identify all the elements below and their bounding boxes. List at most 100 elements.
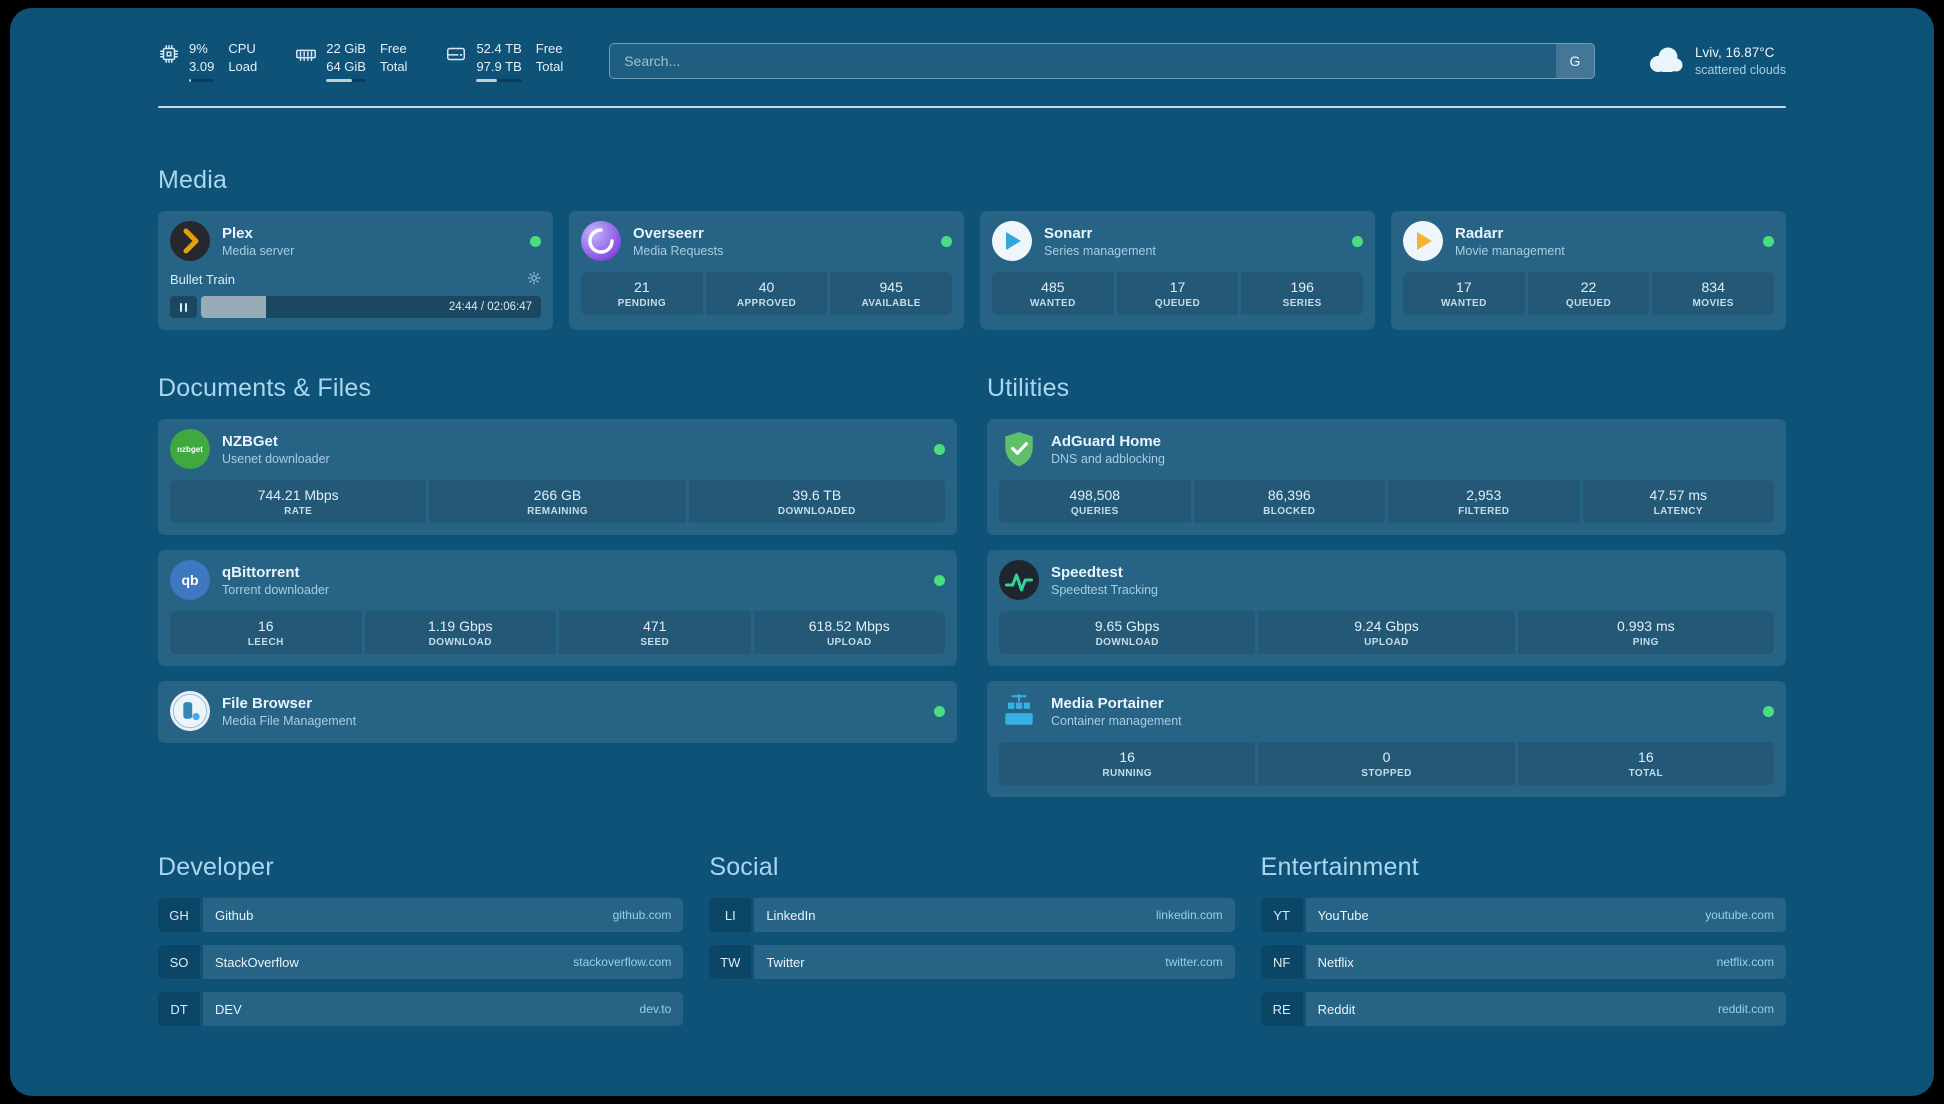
portainer-icon <box>999 691 1039 731</box>
stat-value: 2,953 <box>1466 487 1502 503</box>
overseerr-icon <box>581 221 621 261</box>
bookmark-twitter[interactable]: TW Twitter twitter.com <box>709 945 1235 979</box>
playback-progress-bar[interactable]: 24:44 / 02:06:47 <box>201 296 541 318</box>
stat-wanted: 485 WANTED <box>992 272 1114 315</box>
search-input[interactable] <box>609 43 1595 79</box>
stat-label: BLOCKED <box>1263 506 1316 517</box>
stat-value: 266 GB <box>533 487 582 503</box>
stat-value: 196 <box>1290 279 1314 295</box>
bookmark-netflix[interactable]: NF Netflix netflix.com <box>1260 945 1786 979</box>
service-text: qBittorrent Torrent downloader <box>222 563 329 598</box>
service-card-qbittorrent[interactable]: qb qBittorrent Torrent downloader 16 LEE… <box>158 550 957 666</box>
card-header: Speedtest Speedtest Tracking <box>999 560 1774 600</box>
card-header: qb qBittorrent Torrent downloader <box>170 560 945 600</box>
cpu-usage-label: CPU <box>228 41 256 56</box>
stat-label: SERIES <box>1282 298 1322 309</box>
disk-progress-bar <box>476 79 522 82</box>
stat-value: 17 <box>1169 279 1186 295</box>
stats-row: 9.65 Gbps DOWNLOAD 9.24 Gbps UPLOAD 0.99… <box>999 611 1774 654</box>
stat-queries: 498,508 QUERIES <box>999 480 1191 523</box>
service-card-radarr[interactable]: Radarr Movie management 17 WANTED 22 QUE… <box>1391 211 1786 330</box>
memory-free-label: Free <box>379 41 407 56</box>
service-subtitle: Torrent downloader <box>222 582 330 597</box>
service-subtitle: Media File Management <box>222 713 357 728</box>
stat-value: 1.19 Gbps <box>427 618 493 634</box>
service-text: NZBGet Usenet downloader <box>222 432 330 467</box>
service-title: AdGuard Home <box>1051 432 1162 450</box>
developer-heading: Developer <box>158 853 274 881</box>
service-card-overseerr[interactable]: Overseerr Media Requests 21 PENDING 40 A… <box>569 211 964 330</box>
stat-series: 196 SERIES <box>1241 272 1364 315</box>
memory-total-value: 64 GiB <box>326 59 366 74</box>
bookmark-abbr: NF <box>1260 945 1303 979</box>
memory-progress-bar <box>326 79 366 82</box>
bookmark-body: YouTube youtube.com <box>1305 898 1786 932</box>
service-card-portainer[interactable]: Media Portainer Container management 16 … <box>987 681 1786 797</box>
service-card-speedtest[interactable]: Speedtest Speedtest Tracking 9.65 Gbps D… <box>987 550 1786 666</box>
bookmarks-section: Developer GH Github github.com SO StackO… <box>158 853 1786 1039</box>
status-dot <box>934 574 945 586</box>
bookmark-reddit[interactable]: RE Reddit reddit.com <box>1260 992 1786 1026</box>
memory-icon <box>295 43 317 70</box>
disk-free-label: Free <box>535 41 563 56</box>
gear-icon[interactable] <box>527 271 541 288</box>
stats-row: 485 WANTED 17 QUEUED 196 SERIES <box>992 272 1364 315</box>
service-subtitle: Usenet downloader <box>222 451 330 466</box>
qbittorrent-icon: qb <box>170 560 210 600</box>
service-text: Speedtest Speedtest Tracking <box>1051 563 1158 598</box>
service-card-sonarr[interactable]: Sonarr Series management 485 WANTED 17 Q… <box>980 211 1375 330</box>
cpu-progress-bar <box>189 79 215 82</box>
service-card-nzbget[interactable]: nzbget NZBGet Usenet downloader 744.21 M… <box>158 419 957 535</box>
sonarr-icon <box>992 221 1032 261</box>
service-title: Media Portainer <box>1051 694 1164 712</box>
service-title: qBittorrent <box>222 563 300 581</box>
stats-row: 498,508 QUERIES 86,396 BLOCKED 2,953 FIL… <box>999 480 1774 523</box>
dashboard-content: 9% CPU 3.09 Load 22 GiB Free 64 GiB <box>158 8 1786 1039</box>
disk-total-label: Total <box>535 59 564 74</box>
bookmark-linkedin[interactable]: LI LinkedIn linkedin.com <box>709 898 1235 932</box>
cpu-widget: 9% CPU 3.09 Load <box>158 40 257 82</box>
cpu-icon <box>158 43 180 70</box>
stat-seed: 471 SEED <box>559 611 751 654</box>
stat-value: 22 <box>1580 279 1597 295</box>
weather-widget: Lviv, 16.87°C scattered clouds <box>1643 44 1786 79</box>
bookmark-abbr: LI <box>709 898 752 932</box>
now-playing-title: Bullet Train <box>170 272 236 287</box>
service-subtitle: DNS and adblocking <box>1051 451 1165 466</box>
bookmark-abbr: SO <box>158 945 200 979</box>
stat-label: TOTAL <box>1628 768 1664 779</box>
bookmark-body: StackOverflow stackoverflow.com <box>203 945 684 979</box>
stat-value: 16 <box>1638 749 1654 765</box>
stat-remaining: 266 GB REMAINING <box>429 480 686 523</box>
bookmark-abbr: TW <box>709 945 752 979</box>
service-card-filebrowser[interactable]: File Browser Media File Management <box>158 681 957 743</box>
stat-filtered: 2,953 FILTERED <box>1388 480 1580 523</box>
playback-controls: 24:44 / 02:06:47 <box>170 296 541 318</box>
bookmark-name: DEV <box>215 1001 242 1017</box>
bookmark-stackoverflow[interactable]: SO StackOverflow stackoverflow.com <box>158 945 684 979</box>
documents-heading: Documents & Files <box>158 374 372 402</box>
stat-running: 16 RUNNING <box>999 742 1256 785</box>
bookmark-github[interactable]: GH Github github.com <box>158 898 684 932</box>
bookmark-youtube[interactable]: YT YouTube youtube.com <box>1260 898 1786 932</box>
bookmark-dev[interactable]: DT DEV dev.to <box>158 992 684 1026</box>
cloud-icon <box>1643 44 1685 79</box>
bookmark-domain: reddit.com <box>1717 1002 1774 1016</box>
status-dot <box>1763 705 1774 717</box>
stat-label: PENDING <box>617 298 667 309</box>
stats-row: 744.21 Mbps RATE 266 GB REMAINING 39.6 T… <box>170 480 945 523</box>
stat-value: 945 <box>879 279 903 295</box>
memory-total-label: Total <box>379 59 408 74</box>
service-subtitle: Series management <box>1044 243 1156 258</box>
search-bar: G <box>609 43 1595 79</box>
stat-upload: 9.24 Gbps UPLOAD <box>1258 611 1515 654</box>
pause-button[interactable] <box>170 296 197 318</box>
bookmark-body: LinkedIn linkedin.com <box>754 898 1235 932</box>
service-card-plex[interactable]: Plex Media server Bullet Train <box>158 211 553 330</box>
bookmark-domain: twitter.com <box>1165 955 1223 969</box>
card-header: File Browser Media File Management <box>170 691 945 731</box>
stat-label: DOWNLOAD <box>428 637 492 648</box>
search-provider-button[interactable]: G <box>1555 44 1594 78</box>
adguard-icon <box>999 429 1039 469</box>
service-card-adguard[interactable]: AdGuard Home DNS and adblocking 498,508 … <box>987 419 1786 535</box>
